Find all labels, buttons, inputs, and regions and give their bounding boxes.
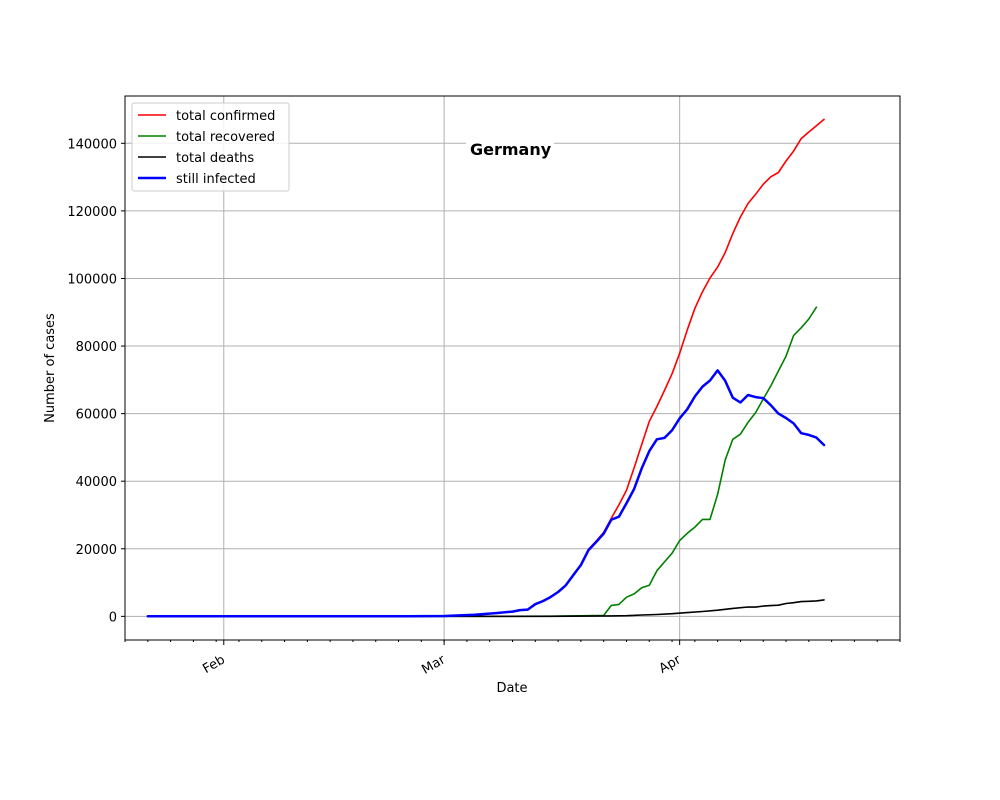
chart-title: Germany — [470, 140, 552, 159]
y-axis-label: Number of cases — [43, 313, 58, 423]
chart-title-group: Germany — [466, 136, 554, 163]
legend-frame — [131, 102, 290, 192]
legend-label-total-confirmed: total confirmed — [176, 109, 275, 124]
y-tick-label: 140000 — [67, 137, 117, 152]
legend-entries: total confirmed total recovered total deat… — [138, 109, 275, 187]
y-tick-label: 0 — [109, 610, 117, 625]
legend-label-still-infected: still infected — [176, 172, 256, 187]
y-tick-label: 20000 — [76, 543, 117, 558]
series-line-still-infected — [146, 369, 826, 618]
chart-title-background — [466, 136, 554, 163]
y-tick-label: 100000 — [67, 272, 117, 287]
series-layer — [146, 118, 826, 618]
legend-label-total-deaths: total deaths — [176, 151, 254, 166]
y-tick-label: 40000 — [76, 475, 117, 490]
x-axis-label: Date — [496, 681, 527, 696]
legend-label-total-recovered: total recovered — [176, 130, 275, 145]
y-tick-label: 80000 — [76, 340, 117, 355]
legend: total confirmed total recovered total deat… — [131, 102, 290, 192]
series-line-total-recovered — [147, 306, 818, 618]
series-line-total-deaths — [147, 599, 825, 618]
y-tick-label: 120000 — [67, 205, 117, 220]
y-tick-label: 60000 — [76, 408, 117, 423]
